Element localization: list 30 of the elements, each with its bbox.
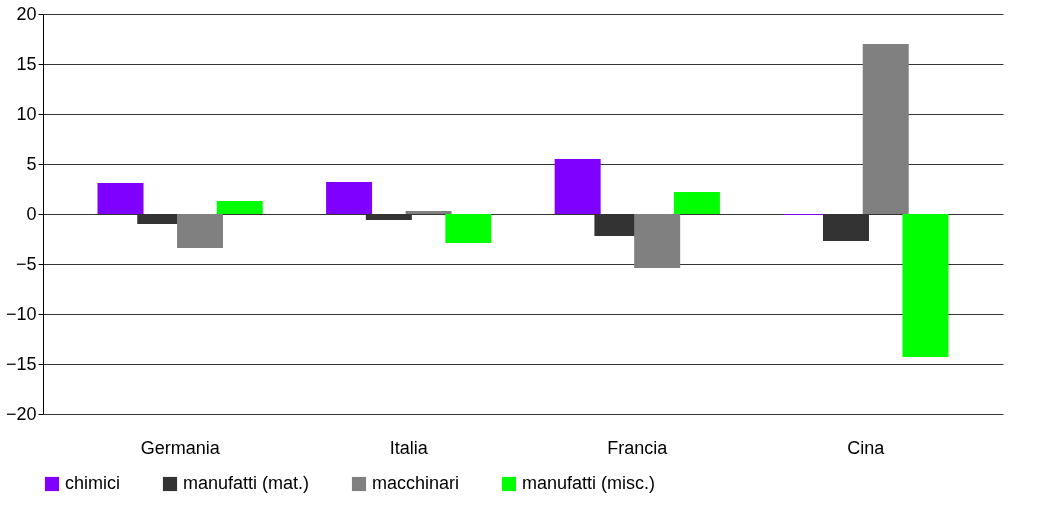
y-tick-label: 15 — [16, 53, 37, 74]
y-tick-label: −15 — [5, 353, 37, 374]
x-tick-label: Germania — [140, 437, 221, 458]
legend-label: macchinari — [372, 473, 460, 493]
bar — [177, 214, 224, 248]
bar — [822, 214, 869, 241]
bar — [365, 214, 412, 220]
bar — [902, 214, 949, 357]
legend-label: manufatti (misc.) — [522, 473, 656, 493]
y-tick-label: −20 — [5, 403, 37, 424]
y-tick-label: 5 — [26, 153, 37, 174]
bar — [862, 44, 909, 214]
x-tick-label: Italia — [389, 437, 429, 458]
bar — [97, 183, 144, 214]
bar — [405, 211, 452, 214]
x-tick-label: Cina — [847, 437, 886, 458]
bar — [216, 201, 263, 214]
y-tick-label: −5 — [15, 253, 37, 274]
legend-label: chimici — [65, 473, 121, 493]
bar — [326, 182, 373, 214]
x-tick-label: Francia — [607, 437, 669, 458]
legend-label: manufatti (mat.) — [183, 473, 310, 493]
bar — [445, 214, 492, 243]
bar — [673, 192, 720, 214]
y-tick-label: 10 — [16, 103, 37, 124]
bar — [634, 214, 681, 268]
y-tick-label: 0 — [26, 203, 37, 224]
y-tick-label: 20 — [16, 3, 37, 24]
bar — [554, 159, 601, 214]
y-tick-label: −10 — [5, 303, 37, 324]
